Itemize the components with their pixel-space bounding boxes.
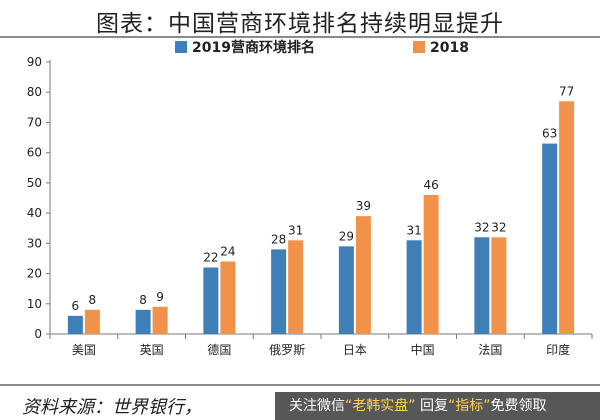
bar-2019 (203, 267, 219, 334)
data-label: 24 (220, 244, 235, 258)
x-tick-label: 美国 (72, 343, 96, 357)
x-tick-label: 俄罗斯 (269, 343, 305, 357)
source-note: 资料来源：世界银行， (22, 397, 202, 418)
data-label: 8 (139, 293, 147, 307)
chart-axes: 0 10 20 30 40 50 60 70 80 90 (27, 55, 593, 341)
bar-2018 (152, 306, 168, 334)
y-tick-label: 20 (27, 267, 42, 281)
x-tick-label: 印度 (546, 342, 570, 357)
bar-2019 (406, 240, 422, 334)
bar-2018 (220, 261, 236, 334)
legend-swatch-2019 (175, 41, 187, 53)
bar-2019 (135, 309, 151, 334)
data-label: 9 (156, 290, 164, 304)
chart-legend: 2019营商环境排名 2018 (175, 39, 469, 56)
data-label: 8 (89, 293, 97, 307)
bar-2018 (559, 101, 575, 335)
y-tick-label: 80 (27, 85, 42, 99)
y-tick-label: 30 (27, 236, 42, 250)
overlay-account: “老韩实盘” (345, 398, 416, 414)
bar-2018 (423, 194, 439, 334)
data-label: 6 (72, 299, 80, 313)
data-label: 29 (339, 229, 354, 243)
data-label: 77 (559, 84, 574, 98)
y-tick-label: 40 (27, 206, 42, 220)
data-label: 46 (423, 178, 438, 192)
chart-title: 图表：中国营商环境排名持续明显提升 (96, 11, 504, 37)
data-label: 63 (542, 127, 557, 141)
bar-2018 (288, 240, 304, 334)
bar-2018 (355, 216, 371, 334)
data-label: 32 (474, 220, 489, 234)
chart-bars (67, 101, 575, 335)
overlay-prefix: 关注微信 (289, 398, 345, 414)
y-tick-label: 60 (27, 146, 42, 160)
data-label: 32 (491, 220, 506, 234)
data-label: 28 (271, 232, 286, 246)
bar-2019 (338, 246, 354, 334)
legend-label-2019: 2019营商环境排名 (192, 39, 315, 56)
legend-label-2018: 2018 (430, 40, 469, 56)
x-tick-label: 法国 (478, 343, 502, 357)
data-label: 22 (203, 251, 218, 265)
bar-2019 (67, 315, 83, 334)
overlay-middle: 回复 (419, 398, 448, 414)
bar-2018 (84, 309, 100, 334)
bar-2019 (542, 143, 558, 334)
y-tick-label: 10 (27, 297, 42, 311)
data-label: 31 (406, 223, 421, 237)
bar-2018 (491, 237, 507, 334)
overlay-keyword: “指标” (447, 398, 491, 414)
source-divider (0, 384, 600, 386)
overlay-suffix: 免费领取 (490, 398, 547, 414)
y-tick-label: 0 (34, 327, 42, 341)
x-tick-label: 中国 (411, 342, 435, 357)
title-divider (0, 36, 600, 38)
y-tick-label: 70 (27, 115, 42, 129)
bar-2019 (271, 249, 287, 334)
promo-overlay: 关注微信“老韩实盘” 回复“指标”免费领取 (275, 392, 600, 420)
x-tick-label: 日本 (343, 343, 367, 357)
bar-2019 (474, 237, 490, 334)
x-tick-label: 德国 (207, 342, 231, 357)
y-tick-label: 50 (27, 176, 42, 190)
legend-swatch-2018 (413, 41, 425, 53)
data-label: 31 (288, 223, 303, 237)
y-tick-label: 90 (27, 55, 42, 69)
data-label: 39 (356, 199, 371, 213)
x-tick-label: 英国 (140, 343, 164, 357)
